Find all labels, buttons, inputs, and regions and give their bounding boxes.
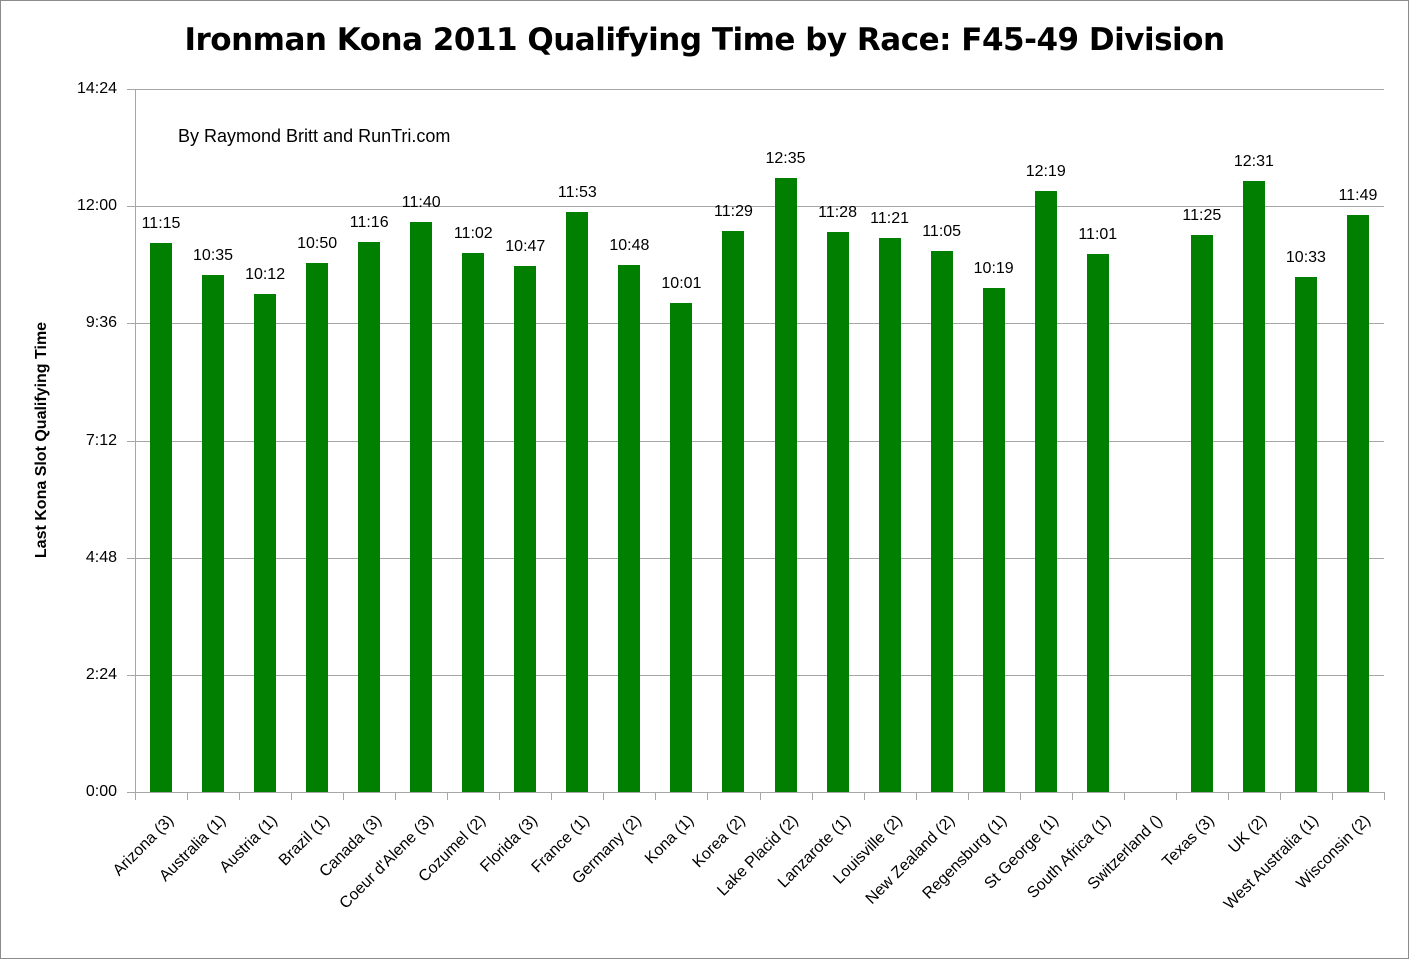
gridline — [135, 674, 1384, 676]
x-tick — [499, 792, 500, 800]
y-tick — [127, 206, 135, 208]
x-tick — [760, 792, 761, 800]
x-tick — [812, 792, 813, 800]
data-label: 10:33 — [1285, 248, 1326, 266]
data-label: 11:25 — [1182, 206, 1222, 224]
bar — [1346, 215, 1369, 792]
x-tick — [1384, 792, 1385, 800]
y-tick-label: 12:00 — [76, 197, 117, 215]
x-tick — [1332, 792, 1333, 800]
data-label: 10:12 — [245, 266, 286, 284]
y-tick — [127, 557, 135, 559]
data-label: 10:50 — [297, 235, 338, 253]
plot-area: 14:24 12:00 9:36 7:12 4:48 2:24 0:00 11:15 10:35… — [77, 80, 1385, 800]
chart-credit: By Raymond Britt and RunTri.com — [178, 126, 451, 146]
data-label: 10:19 — [973, 260, 1014, 278]
x-tick — [707, 792, 708, 800]
data-label: 11:40 — [401, 194, 441, 212]
gridline — [135, 323, 1384, 325]
data-label: 11:28 — [818, 204, 857, 222]
bar — [358, 241, 381, 792]
bar — [1086, 254, 1109, 792]
y-tick-label: 0:00 — [85, 783, 117, 800]
x-tick — [916, 792, 917, 800]
bar — [826, 232, 849, 792]
data-label: 11:21 — [870, 209, 910, 227]
y-tick-label: 14:24 — [76, 80, 117, 97]
bar — [566, 211, 589, 792]
bar — [878, 237, 901, 792]
y-axis-title: Last Kona Slot Qualifying Time — [33, 321, 50, 559]
data-label: 11:49 — [1338, 187, 1378, 205]
x-tick — [291, 792, 292, 800]
y-tick — [127, 323, 135, 325]
x-tick — [1228, 792, 1229, 800]
y-tick-label: 2:24 — [85, 665, 117, 683]
x-tick — [239, 792, 240, 800]
x-tick — [395, 792, 396, 800]
data-label: 11:16 — [349, 213, 389, 231]
data-label: 12:19 — [1025, 162, 1066, 180]
bar — [1294, 276, 1317, 792]
y-axis — [135, 89, 136, 800]
y-tick-label: 4:48 — [85, 548, 117, 566]
gridline — [135, 206, 1384, 208]
bar — [1242, 180, 1265, 792]
data-label: 12:35 — [765, 149, 806, 167]
x-axis — [135, 792, 1384, 793]
data-label: 10:01 — [661, 274, 702, 292]
x-tick — [1124, 792, 1125, 800]
data-label: 11:02 — [453, 225, 493, 243]
x-tick — [1072, 792, 1073, 800]
x-tick — [447, 792, 448, 800]
x-tick — [551, 792, 552, 800]
y-tick — [127, 674, 135, 676]
bar — [514, 265, 537, 792]
data-label: 10:47 — [505, 237, 546, 255]
y-tick-label: 7:12 — [85, 431, 117, 449]
bar — [150, 242, 173, 792]
bar — [774, 177, 797, 792]
bar — [722, 231, 745, 792]
data-label: 12:31 — [1233, 152, 1274, 170]
bar — [670, 302, 693, 792]
x-tick — [343, 792, 344, 800]
gridline — [135, 557, 1384, 559]
bar — [462, 253, 485, 792]
x-tick — [187, 792, 188, 800]
data-label: 11:05 — [922, 222, 962, 240]
x-tick — [968, 792, 969, 800]
data-label: 11:29 — [714, 203, 753, 221]
bar — [930, 250, 953, 792]
x-tick — [603, 792, 604, 800]
bar — [1190, 234, 1213, 792]
x-tick — [1176, 792, 1177, 800]
data-label: 11:01 — [1078, 226, 1118, 244]
x-tick — [655, 792, 656, 800]
x-tick — [135, 792, 136, 800]
data-label: 10:48 — [609, 236, 650, 254]
bar — [254, 294, 277, 792]
gridline — [135, 440, 1384, 442]
bar — [618, 264, 641, 792]
y-tick — [127, 792, 135, 793]
y-tick — [127, 89, 135, 90]
chart-title: Ironman Kona 2011 Qualifying Time by Rac… — [184, 22, 1225, 58]
y-tick — [127, 440, 135, 442]
x-tick — [1020, 792, 1021, 800]
bar — [1034, 190, 1057, 792]
bar — [202, 275, 225, 792]
bar — [306, 263, 329, 792]
x-tick — [864, 792, 865, 800]
data-label: 10:35 — [193, 247, 234, 265]
data-label: 11:53 — [557, 183, 597, 201]
gridline — [135, 89, 1384, 90]
bar — [410, 222, 433, 792]
x-tick — [1280, 792, 1281, 800]
bar — [982, 288, 1005, 792]
data-label: 11:15 — [141, 214, 181, 232]
y-tick-label: 9:36 — [85, 314, 117, 332]
